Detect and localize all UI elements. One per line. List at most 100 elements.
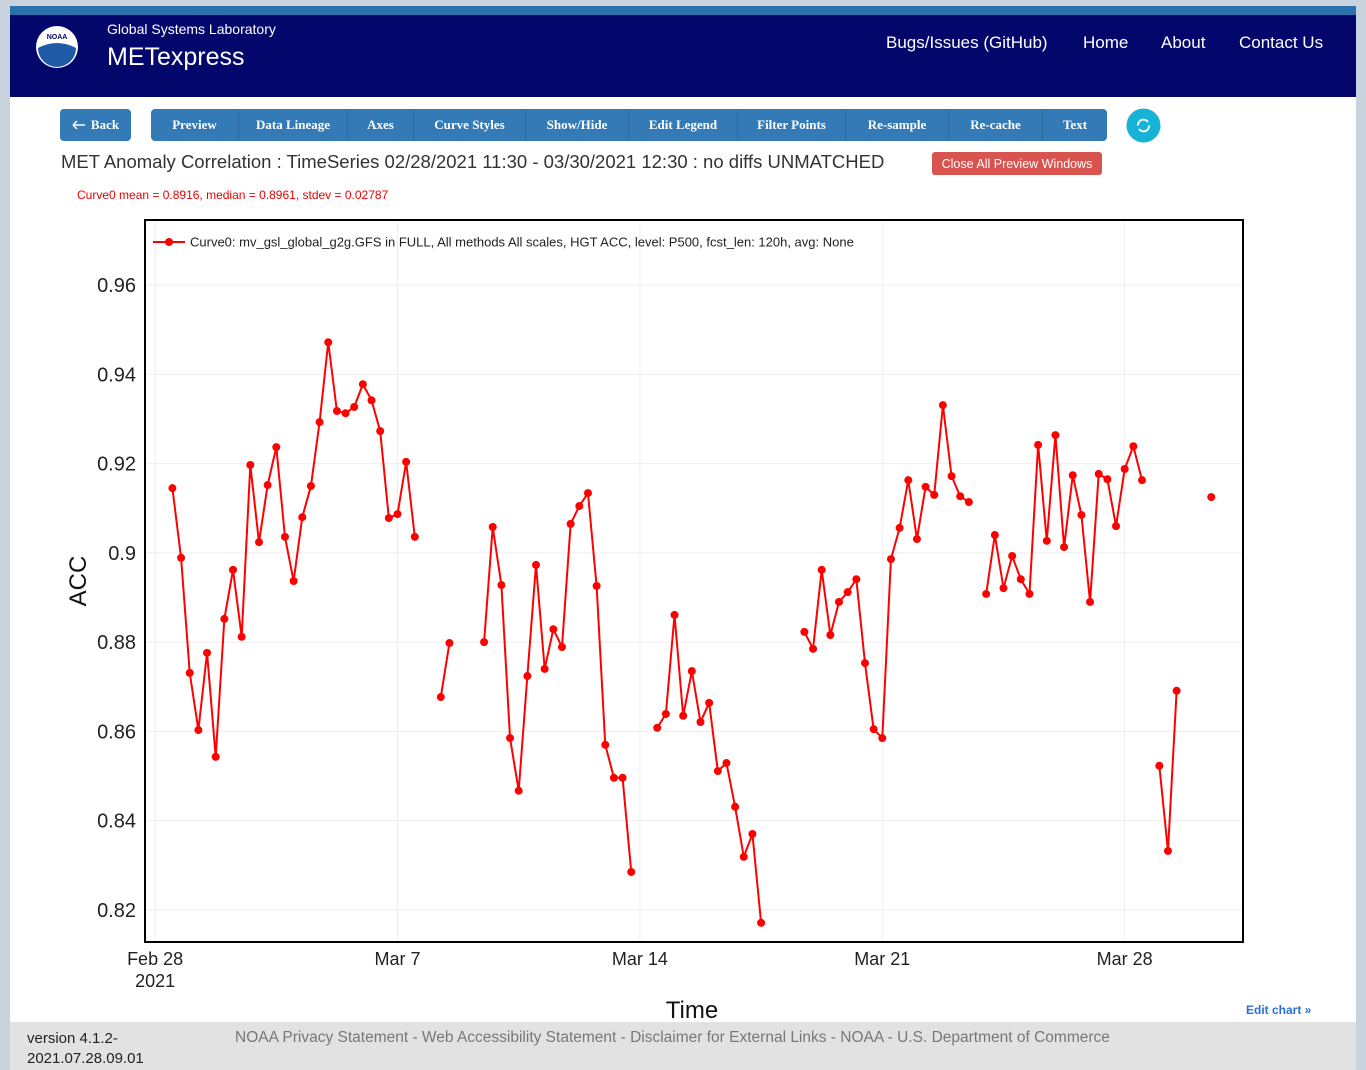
toolbar-button[interactable]: Preview: [151, 109, 238, 141]
toolbar-button[interactable]: Show/Hide: [525, 109, 628, 141]
data-point: [341, 409, 350, 418]
data-point: [488, 523, 497, 532]
y-tick-label: 0.86: [97, 721, 136, 743]
data-point: [280, 532, 289, 541]
x-tick-label: Feb 28 2021: [127, 949, 184, 991]
data-point: [661, 709, 670, 718]
line-segment: [985, 434, 1143, 603]
data-point: [592, 581, 601, 590]
toolbar-button[interactable]: Re-sample: [845, 109, 948, 141]
data-point: [1042, 536, 1051, 545]
toolbar-button[interactable]: Axes: [347, 109, 413, 141]
data-point: [376, 427, 385, 436]
toolbar-button[interactable]: Data Lineage: [238, 109, 347, 141]
noaa-logo[interactable]: NOAA: [34, 24, 80, 70]
data-point: [410, 532, 419, 541]
data-point: [436, 693, 445, 702]
data-point: [1060, 543, 1069, 552]
data-point: [203, 648, 212, 657]
data-point: [523, 672, 532, 681]
data-point: [618, 773, 627, 782]
nav-link[interactable]: Contact Us: [1239, 33, 1324, 52]
data-point: [557, 643, 566, 652]
data-point: [324, 338, 333, 347]
data-point: [306, 481, 315, 490]
data-point: [1008, 552, 1017, 561]
x-tick-label: Mar 28: [1096, 949, 1153, 969]
close-button[interactable]: Close All Preview Windows: [932, 152, 1102, 175]
data-point: [514, 786, 523, 795]
data-point: [237, 632, 246, 641]
data-point: [1120, 464, 1129, 473]
data-point: [912, 535, 921, 544]
footer: version 4.1.2-2021.07.28.09.01 NOAA Priv…: [10, 1022, 1356, 1070]
toolbar-button[interactable]: Curve Styles: [413, 109, 525, 141]
data-point: [947, 472, 956, 481]
data-point: [696, 718, 705, 727]
y-tick-label: 0.82: [97, 900, 136, 922]
data-point: [272, 443, 281, 452]
data-point: [358, 380, 367, 389]
x-tick-label: Mar 7: [374, 949, 421, 969]
y-tick-label: 0.92: [97, 454, 136, 476]
data-point: [332, 406, 341, 415]
data-point: [1051, 431, 1060, 440]
data-point: [1086, 597, 1095, 606]
data-point: [1163, 846, 1172, 855]
edit-chart-link[interactable]: Edit chart »: [1246, 1003, 1312, 1017]
data-point: [229, 565, 238, 574]
toolbar-button[interactable]: Text: [1042, 109, 1107, 141]
toolbar-button[interactable]: Filter Points: [737, 109, 845, 141]
data-point: [930, 490, 939, 499]
nav-link[interactable]: About: [1161, 33, 1206, 52]
data-point: [817, 565, 826, 574]
data-point: [904, 476, 913, 485]
line-segment: [483, 490, 633, 873]
data-point: [990, 531, 999, 540]
data-point: [938, 401, 947, 410]
y-tick-label: 0.84: [97, 811, 136, 833]
data-point: [583, 489, 592, 498]
toolbar-button[interactable]: Edit Legend: [628, 109, 737, 141]
footer-links[interactable]: NOAA Privacy Statement - Web Accessibili…: [235, 1029, 1110, 1046]
back-button[interactable]: Back: [60, 109, 131, 141]
data-point: [289, 577, 298, 585]
back-arrow: [72, 120, 85, 130]
data-point: [177, 553, 186, 562]
data-point: [1129, 442, 1138, 451]
toolbar-button[interactable]: Re-cache: [948, 109, 1042, 141]
data-point: [367, 396, 376, 405]
header: NOAA Global Systems Laboratory METexpres…: [10, 15, 1356, 97]
legend-label: Curve0: mv_gsl_global_g2g.GFS in FULL, A…: [190, 235, 854, 250]
data-point: [1155, 761, 1164, 770]
data-point: [211, 752, 220, 761]
data-point: [549, 625, 558, 634]
data-point: [895, 523, 904, 532]
data-point: [480, 638, 489, 647]
data-point: [1112, 522, 1121, 531]
data-point: [679, 711, 688, 720]
data-point: [921, 482, 930, 491]
data-point: [315, 418, 324, 427]
data-point: [168, 484, 177, 493]
data-point: [532, 560, 541, 569]
version: version 4.1.2-2021.07.28.09.01: [27, 1030, 144, 1067]
nav-link[interactable]: Bugs/Issues (GitHub): [886, 33, 1048, 52]
data-point: [800, 627, 809, 636]
data-point: [886, 555, 895, 564]
data-point: [739, 852, 748, 861]
data-point: [687, 667, 696, 676]
nav-link[interactable]: Home: [1083, 33, 1129, 52]
data-point: [601, 740, 610, 749]
data-point: [1077, 510, 1086, 519]
refresh-button[interactable]: [1126, 108, 1161, 143]
data-point: [384, 514, 393, 523]
data-point: [653, 723, 662, 732]
page-background: [10, 6, 1356, 1070]
data-point: [393, 510, 402, 519]
data-point: [1068, 471, 1077, 480]
data-point: [402, 457, 411, 466]
data-point: [705, 698, 714, 707]
app-name[interactable]: METexpress: [107, 43, 245, 71]
